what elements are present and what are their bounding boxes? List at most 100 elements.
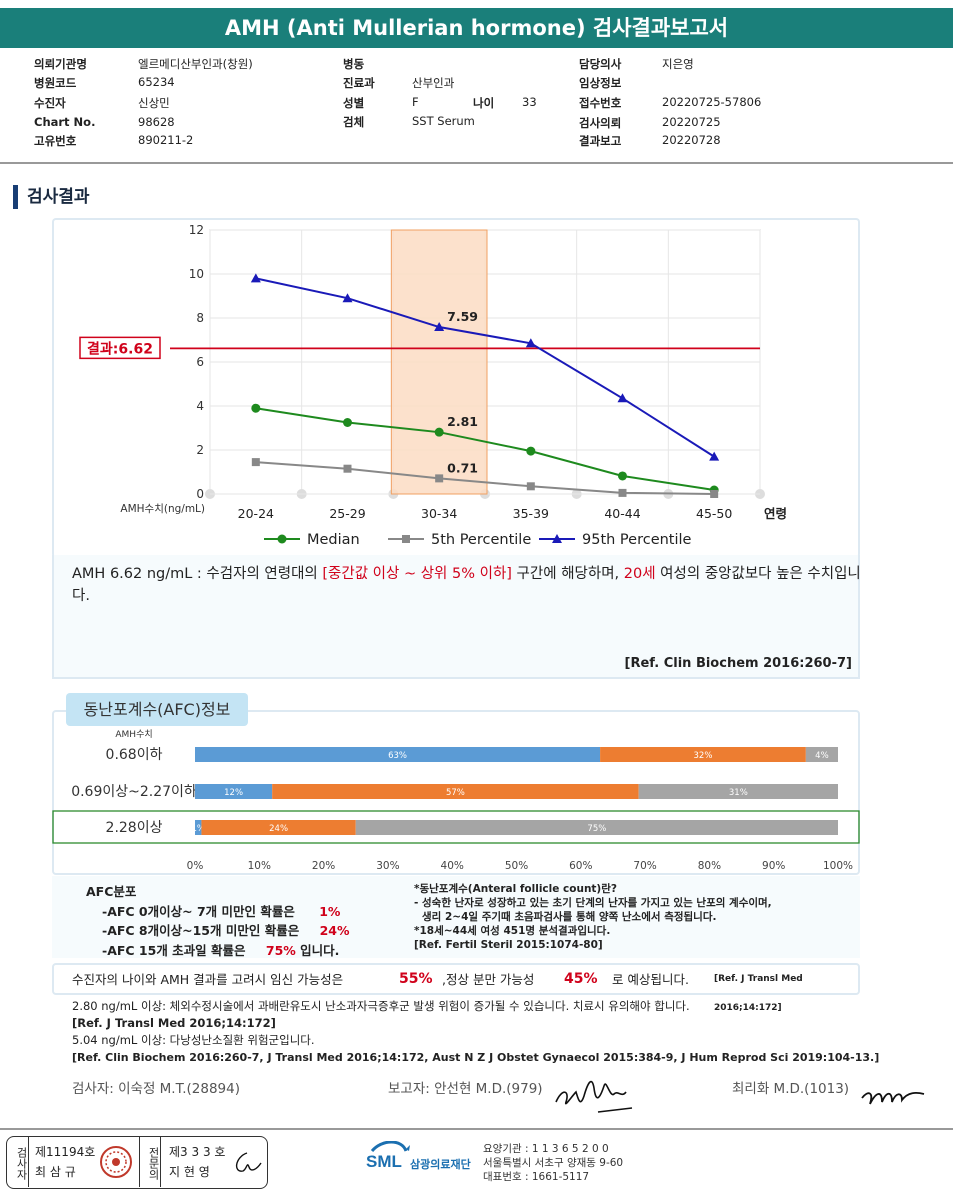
interp-part3: 구간에 해당하며, <box>511 566 624 582</box>
legend-marker <box>552 534 562 543</box>
preg-text1: 수진자의 나이와 AMH 결과를 고려시 임신 가능성은 <box>72 972 344 987</box>
note4: [Ref. Clin Biochem 2016:260-7, J Transl … <box>72 1051 880 1064</box>
afc-dist1-text: -AFC 0개이상~ 7개 미만인 확률은 <box>102 903 295 919</box>
afc-bar-segment <box>600 747 806 762</box>
ward-label: 병동 <box>343 57 365 71</box>
afc-x-tick: 30% <box>376 860 399 872</box>
code-value: 65234 <box>138 75 175 89</box>
data-point <box>343 418 352 427</box>
data-point <box>250 273 261 283</box>
preg-text2: ,정상 분만 가능성 <box>442 972 535 987</box>
doctor2-signature-line: 최리화 M.D.(1013) <box>732 1081 850 1097</box>
legend-marker <box>402 535 410 543</box>
afc-segment-label: 1% <box>191 824 205 834</box>
interpretation-box: AMH 6.62 ng/mL : 수검자의 연령대의 [중간값 이상 ~ 상위 … <box>52 555 861 679</box>
sml-logo-icon <box>370 1140 410 1153</box>
section-title: 검사결과 <box>13 185 90 209</box>
afc-bar-segment <box>195 820 202 835</box>
data-point <box>251 458 260 467</box>
doctor-label: 담당의사 <box>579 57 622 71</box>
x-tick-label: 20-24 <box>238 506 274 521</box>
afc-distribution: AFC분포 -AFC 0개이상~ 7개 미만인 확률은 1% -AFC 8개이상… <box>86 882 349 960</box>
note3: 5.04 ng/mL 이상: 다낭성난소질환 위험군입니다. <box>72 1033 315 1047</box>
x-tick-label: 35-39 <box>513 506 549 521</box>
note2: [Ref. J Transl Med 2016;14:172] <box>72 1016 276 1030</box>
reporter-signature <box>555 1080 633 1113</box>
afc-bar-segment <box>201 820 356 835</box>
data-label: 7.59 <box>447 309 478 324</box>
age-value: 33 <box>522 95 537 109</box>
patient-label: 수진자 <box>34 96 66 110</box>
afc-segment-label: 24% <box>269 824 288 834</box>
afc-segment-label: 57% <box>446 788 465 798</box>
afc-dist3-suffix: 입니다. <box>295 942 340 958</box>
license-name1: 최 삼 규 <box>35 1165 76 1179</box>
afc-def2: - 성숙한 난자로 성장하고 있는 초기 단계의 난자를 가지고 있는 난포의 … <box>414 897 772 909</box>
afc-stacked-bar-chart: AMH수치 0.68이하 63% 32% 4% 0.69이상~2.27이하 12% 57% 31… <box>52 728 860 872</box>
afc-x-tick: 40% <box>441 860 464 872</box>
afc-segment-label: 4% <box>815 751 829 761</box>
afc-dist1-value: 1% <box>319 903 341 919</box>
preg-value2: 45% <box>564 971 598 987</box>
afc-segment-label: 12% <box>224 788 243 798</box>
legend-marker <box>277 534 287 544</box>
interpretation-ref: [Ref. Clin Biochem 2016:260-7] <box>624 656 852 671</box>
afc-row-label: 0.69이상~2.27이하 <box>71 784 197 800</box>
afc-dist3-value: 75% <box>265 942 296 958</box>
afc-segment-label: 63% <box>388 751 407 761</box>
x-tick-label: 25-29 <box>329 506 365 521</box>
y-tick-label: 8 <box>196 311 204 325</box>
afc-x-tick: 100% <box>823 860 853 872</box>
data-point <box>342 293 353 303</box>
license-box: 검사자 제11194호 최 삼 규 전문의 제3 3 3 호 지 현 영 <box>6 1136 268 1189</box>
sex-value: F <box>412 95 419 109</box>
y-axis-label: AMH수치(ng/mL) <box>120 503 205 515</box>
org-code: 요양기관 : 1 1 3 6 5 2 0 0 <box>483 1143 609 1155</box>
afc-x-tick: 80% <box>698 860 721 872</box>
afc-x-tick: 20% <box>312 860 335 872</box>
afc-segment-label: 75% <box>587 824 606 834</box>
data-point <box>434 322 445 332</box>
afc-def4: *18세~44세 여성 451명 분석결과입니다. <box>414 925 611 937</box>
result-label-box <box>79 336 161 360</box>
clinical-label: 임상정보 <box>579 76 622 90</box>
report-title: AMH (Anti Mullerian hormone) 검사결과보고서 <box>0 8 953 48</box>
logo-name: 삼광의료재단 <box>410 1158 471 1171</box>
license-label2: 전문의 <box>139 1137 161 1187</box>
license-label1: 검사자 <box>7 1137 29 1187</box>
afc-dist2-text: -AFC 8개이상~15개 미만인 확률은 <box>102 923 300 938</box>
afc-panel <box>52 710 860 875</box>
org-address: 서울특별시 서초구 양재동 9-60 <box>483 1157 624 1169</box>
chart-value: 98628 <box>138 115 175 129</box>
data-point <box>251 403 261 413</box>
y-tick-label: 6 <box>196 355 204 369</box>
interp-range: [중간값 이상 ~ 상위 5% 이하] <box>322 566 512 582</box>
lab-info: 요양기관 : 1 1 3 6 5 2 0 0 서울특별시 서초구 양재동 9-6… <box>483 1142 623 1184</box>
data-point <box>709 451 720 461</box>
data-point <box>526 482 535 491</box>
inst-value: 엘르메디산부인과(창원) <box>138 57 253 71</box>
afc-col-header: AMH수치 <box>115 728 152 740</box>
afc-distribution-box: AFC분포 -AFC 0개이상~ 7개 미만인 확률은 1% -AFC 8개이상… <box>52 876 860 958</box>
pregnancy-probability-box: 수진자의 나이와 AMH 결과를 고려시 임신 가능성은 55% ,정상 분만 … <box>52 963 860 1013</box>
age-label: 나이 <box>473 96 495 110</box>
tester-signature-line: 검사자: 이숙정 M.T.(28894) <box>72 1081 241 1097</box>
series-line <box>255 461 715 495</box>
report-value: 20220728 <box>662 133 721 147</box>
data-label: 2.81 <box>447 414 478 429</box>
unique-value: 890211-2 <box>138 133 194 147</box>
data-point <box>435 474 444 483</box>
series-line <box>255 407 715 492</box>
afc-bar-segment <box>195 784 273 799</box>
data-point <box>618 488 627 497</box>
afc-def3: 생리 2~4일 주기때 초음파검사를 통해 양쪽 난소에서 측정됩니다. <box>422 911 717 923</box>
dept-label: 진료과 <box>343 76 375 90</box>
afc-bar-segment <box>805 747 838 762</box>
y-tick-label: 4 <box>196 399 204 413</box>
note1: 2.80 ng/mL 이상: 체외수정시술에서 과배란유도시 난소과자극증후군 … <box>72 999 690 1013</box>
license-name2: 지 현 영 <box>169 1165 210 1179</box>
data-label: 0.71 <box>447 460 478 475</box>
x-tick-label: 45-50 <box>696 506 732 521</box>
afc-bar-segment <box>272 784 639 799</box>
y-tick-label: 12 <box>189 223 204 237</box>
